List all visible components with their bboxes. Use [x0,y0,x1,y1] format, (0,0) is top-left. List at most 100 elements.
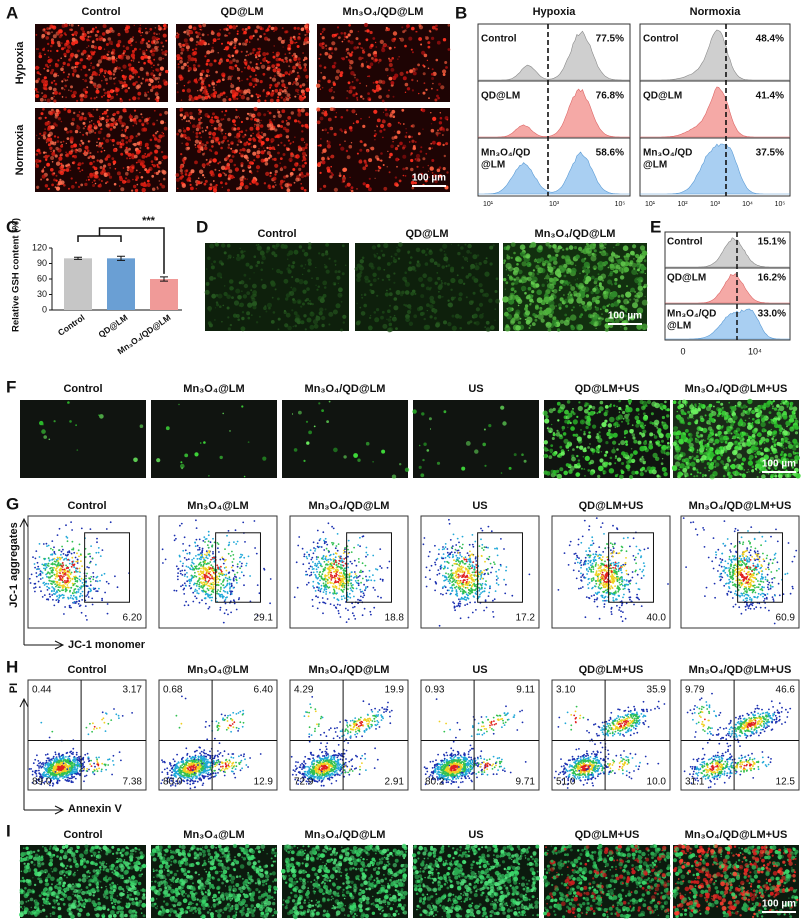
cell [57,136,60,139]
cell [260,268,264,272]
cell [678,468,680,471]
cell [550,255,556,262]
cell [205,74,209,78]
cell [227,117,231,122]
cell [305,33,308,36]
cell [181,183,186,188]
cell [629,474,634,480]
cell [194,139,199,144]
cell [634,290,637,293]
cell [344,129,347,132]
cell [372,278,377,283]
cell [133,184,137,189]
cell [89,161,93,166]
cell [782,401,786,405]
cell [444,116,449,120]
cell [279,270,283,275]
cell [366,29,370,33]
cell [70,144,74,149]
cell [729,425,733,429]
cell [263,113,267,117]
cell [322,75,326,80]
cell [95,26,97,29]
cell [226,306,230,310]
row-label: Hypoxia [14,41,26,85]
cell [41,169,45,173]
cell [250,117,254,121]
cell [221,186,223,188]
cell [100,171,104,175]
cell [378,166,382,170]
cell [642,327,644,330]
cell [157,26,160,29]
cell [637,283,639,286]
cell [387,150,389,152]
cell [280,179,284,184]
cell [494,319,496,321]
cell [348,126,353,130]
cell [392,31,398,36]
cell [151,85,156,90]
cell [47,121,50,123]
cell [305,172,309,176]
cell [80,93,85,98]
cell [194,47,198,51]
cell [374,133,378,136]
cell [241,316,245,321]
cell [407,250,411,254]
cell [288,58,292,62]
cell [90,97,93,100]
cell [585,425,589,430]
cell [179,56,183,60]
cell [338,36,341,39]
cell [222,171,225,174]
cell [204,129,207,132]
cell [294,42,296,44]
percent-label: 41.4% [756,91,784,102]
cell [594,306,597,308]
cell [776,404,780,408]
cell [330,154,335,159]
cell [592,287,597,292]
cell [222,139,225,143]
cell [45,138,50,143]
cell [442,69,447,74]
cell [62,61,66,65]
cell [249,182,252,185]
cell [42,96,44,98]
row-label: Mn₃O₄/QD [481,148,530,159]
cell [335,303,341,309]
cell [244,133,247,136]
cell [82,49,87,54]
cell [281,83,286,88]
cell [623,429,629,435]
cell [58,29,63,34]
cell [281,79,285,83]
cell [284,56,288,61]
micrograph-bg [151,400,277,478]
cell [368,98,372,101]
cell [223,251,227,255]
cell [382,253,386,257]
cell [68,187,70,190]
cell [78,116,83,121]
cell [228,25,233,29]
cell [164,24,167,27]
cell [150,62,153,65]
cell [192,131,194,133]
cell [287,264,291,267]
cell [99,183,102,185]
cell [125,177,128,180]
cell [728,474,733,479]
cell [215,294,219,297]
cell [755,460,759,464]
cell [436,272,439,274]
cell [381,80,386,85]
cell [176,32,179,35]
cell [349,64,351,67]
cell [154,137,158,141]
cell [387,45,389,48]
cell [53,99,57,103]
cell [108,71,113,76]
cell [399,37,405,42]
